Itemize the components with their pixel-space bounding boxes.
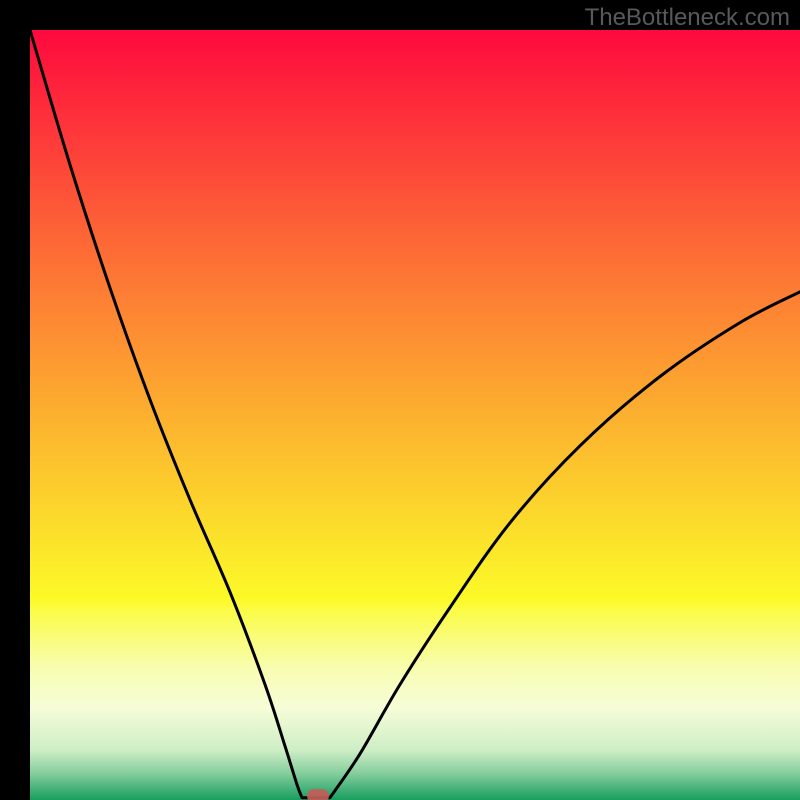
plot-area	[30, 30, 800, 800]
optimum-marker	[307, 789, 329, 800]
watermark-text: TheBottleneck.com	[585, 4, 790, 32]
chart-frame: TheBottleneck.com	[0, 0, 800, 800]
bottleneck-curve	[30, 30, 800, 800]
